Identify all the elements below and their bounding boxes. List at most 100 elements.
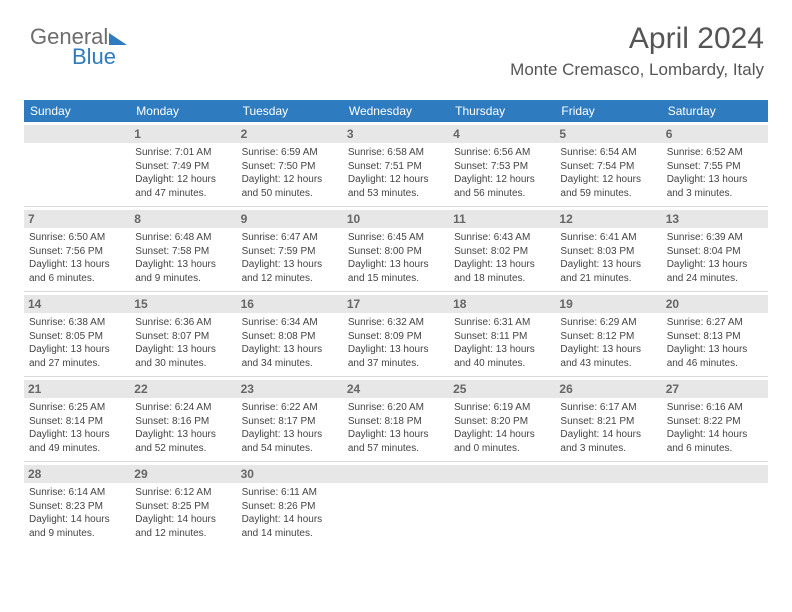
day-info: Sunrise: 6:41 AMSunset: 8:03 PMDaylight:… (560, 231, 656, 285)
day-number: 7 (24, 210, 130, 228)
day-number: 12 (555, 210, 661, 228)
weeks-container: 1 Sunrise: 7:01 AMSunset: 7:49 PMDaylight… (24, 122, 768, 546)
day-number: 27 (662, 380, 768, 398)
week-row: 21Sunrise: 6:25 AMSunset: 8:14 PMDayligh… (24, 376, 768, 461)
day-cell (343, 462, 449, 546)
weekday-header: Tuesday (237, 100, 343, 122)
day-cell: 17Sunrise: 6:32 AMSunset: 8:09 PMDayligh… (343, 292, 449, 376)
day-number: 20 (662, 295, 768, 313)
day-info: Sunrise: 6:58 AMSunset: 7:51 PMDaylight:… (348, 146, 444, 200)
day-number: 6 (662, 125, 768, 143)
day-info: Sunrise: 6:39 AMSunset: 8:04 PMDaylight:… (667, 231, 763, 285)
day-cell: 23Sunrise: 6:22 AMSunset: 8:17 PMDayligh… (237, 377, 343, 461)
day-number: 22 (130, 380, 236, 398)
day-cell: 3 Sunrise: 6:58 AMSunset: 7:51 PMDaylight… (343, 122, 449, 206)
day-number: 4 (449, 125, 555, 143)
day-cell: 22 Sunrise: 6:24 AMSunset: 8:16 PMDayligh… (130, 377, 236, 461)
day-info: Sunrise: 6:59 AMSunset: 7:50 PMDaylight:… (242, 146, 338, 200)
weekday-header: Sunday (24, 100, 130, 122)
day-info: Sunrise: 6:38 AMSunset: 8:05 PMDaylight:… (29, 316, 125, 370)
day-number: 8 (130, 210, 236, 228)
day-info: Sunrise: 6:29 AMSunset: 8:12 PMDaylight:… (560, 316, 656, 370)
day-number: 3 (343, 125, 449, 143)
logo: General Blue (30, 24, 127, 76)
day-cell: 16 Sunrise: 6:34 AMSunset: 8:08 PMDayligh… (237, 292, 343, 376)
day-info: Sunrise: 6:27 AMSunset: 8:13 PMDaylight:… (667, 316, 763, 370)
day-info: Sunrise: 6:19 AMSunset: 8:20 PMDaylight:… (454, 401, 550, 455)
day-number: 17 (343, 295, 449, 313)
day-cell: 1 Sunrise: 7:01 AMSunset: 7:49 PMDaylight… (130, 122, 236, 206)
day-cell (449, 462, 555, 546)
day-info: Sunrise: 6:16 AMSunset: 8:22 PMDaylight:… (667, 401, 763, 455)
page-title: April 2024 (510, 22, 764, 56)
day-info: Sunrise: 6:54 AMSunset: 7:54 PMDaylight:… (560, 146, 656, 200)
day-info: Sunrise: 6:31 AMSunset: 8:11 PMDaylight:… (454, 316, 550, 370)
day-cell: 27 Sunrise: 6:16 AMSunset: 8:22 PMDayligh… (662, 377, 768, 461)
day-cell: 24Sunrise: 6:20 AMSunset: 8:18 PMDayligh… (343, 377, 449, 461)
week-row: 1 Sunrise: 7:01 AMSunset: 7:49 PMDaylight… (24, 122, 768, 206)
day-info: Sunrise: 6:24 AMSunset: 8:16 PMDaylight:… (135, 401, 231, 455)
day-cell: 5 Sunrise: 6:54 AMSunset: 7:54 PMDaylight… (555, 122, 661, 206)
week-row: 28Sunrise: 6:14 AMSunset: 8:23 PMDayligh… (24, 461, 768, 546)
day-cell: 7 Sunrise: 6:50 AMSunset: 7:56 PMDaylight… (24, 207, 130, 291)
calendar: SundayMondayTuesdayWednesdayThursdayFrid… (24, 100, 768, 546)
day-info: Sunrise: 6:20 AMSunset: 8:18 PMDaylight:… (348, 401, 444, 455)
day-info: Sunrise: 6:22 AMSunset: 8:17 PMDaylight:… (242, 401, 338, 455)
day-cell: 6 Sunrise: 6:52 AMSunset: 7:55 PMDaylight… (662, 122, 768, 206)
day-cell: 13Sunrise: 6:39 AMSunset: 8:04 PMDayligh… (662, 207, 768, 291)
day-number: 10 (343, 210, 449, 228)
day-info: Sunrise: 6:50 AMSunset: 7:56 PMDaylight:… (29, 231, 125, 285)
day-info: Sunrise: 7:01 AMSunset: 7:49 PMDaylight:… (135, 146, 231, 200)
day-cell: 14Sunrise: 6:38 AMSunset: 8:05 PMDayligh… (24, 292, 130, 376)
day-number: 1 (130, 125, 236, 143)
day-cell (555, 462, 661, 546)
day-number: 19 (555, 295, 661, 313)
day-cell (662, 462, 768, 546)
day-number (555, 465, 661, 483)
page-header: April 2024 Monte Cremasco, Lombardy, Ita… (510, 22, 764, 80)
day-info: Sunrise: 6:45 AMSunset: 8:00 PMDaylight:… (348, 231, 444, 285)
day-cell: 15 Sunrise: 6:36 AMSunset: 8:07 PMDayligh… (130, 292, 236, 376)
day-info: Sunrise: 6:47 AMSunset: 7:59 PMDaylight:… (242, 231, 338, 285)
day-number: 11 (449, 210, 555, 228)
day-cell: 9Sunrise: 6:47 AMSunset: 7:59 PMDaylight… (237, 207, 343, 291)
day-cell: 8Sunrise: 6:48 AMSunset: 7:58 PMDaylight… (130, 207, 236, 291)
day-info: Sunrise: 6:11 AMSunset: 8:26 PMDaylight:… (242, 486, 338, 540)
day-info: Sunrise: 6:12 AMSunset: 8:25 PMDaylight:… (135, 486, 231, 540)
day-number: 5 (555, 125, 661, 143)
day-cell: 2Sunrise: 6:59 AMSunset: 7:50 PMDaylight… (237, 122, 343, 206)
day-info: Sunrise: 6:52 AMSunset: 7:55 PMDaylight:… (667, 146, 763, 200)
day-cell: 10 Sunrise: 6:45 AMSunset: 8:00 PMDayligh… (343, 207, 449, 291)
weekday-header: Monday (130, 100, 236, 122)
weekday-header: Thursday (449, 100, 555, 122)
day-cell: 4 Sunrise: 6:56 AMSunset: 7:53 PMDaylight… (449, 122, 555, 206)
day-info: Sunrise: 6:36 AMSunset: 8:07 PMDaylight:… (135, 316, 231, 370)
day-number: 29 (130, 465, 236, 483)
day-cell: 30 Sunrise: 6:11 AMSunset: 8:26 PMDayligh… (237, 462, 343, 546)
week-row: 14Sunrise: 6:38 AMSunset: 8:05 PMDayligh… (24, 291, 768, 376)
day-cell: 29 Sunrise: 6:12 AMSunset: 8:25 PMDayligh… (130, 462, 236, 546)
location-subtitle: Monte Cremasco, Lombardy, Italy (510, 60, 764, 80)
day-cell: 20 Sunrise: 6:27 AMSunset: 8:13 PMDayligh… (662, 292, 768, 376)
day-number: 15 (130, 295, 236, 313)
day-number: 28 (24, 465, 130, 483)
day-cell: 18Sunrise: 6:31 AMSunset: 8:11 PMDayligh… (449, 292, 555, 376)
day-cell (24, 122, 130, 206)
week-row: 7 Sunrise: 6:50 AMSunset: 7:56 PMDaylight… (24, 206, 768, 291)
logo-part2: Blue (72, 44, 169, 70)
day-cell: 26Sunrise: 6:17 AMSunset: 8:21 PMDayligh… (555, 377, 661, 461)
day-cell: 11 Sunrise: 6:43 AMSunset: 8:02 PMDayligh… (449, 207, 555, 291)
day-info: Sunrise: 6:43 AMSunset: 8:02 PMDaylight:… (454, 231, 550, 285)
day-number: 30 (237, 465, 343, 483)
weekday-header: Friday (555, 100, 661, 122)
day-number: 16 (237, 295, 343, 313)
day-info: Sunrise: 6:34 AMSunset: 8:08 PMDaylight:… (242, 316, 338, 370)
day-cell: 28Sunrise: 6:14 AMSunset: 8:23 PMDayligh… (24, 462, 130, 546)
day-info: Sunrise: 6:56 AMSunset: 7:53 PMDaylight:… (454, 146, 550, 200)
day-number: 21 (24, 380, 130, 398)
day-number (343, 465, 449, 483)
weekday-header-row: SundayMondayTuesdayWednesdayThursdayFrid… (24, 100, 768, 122)
weekday-header: Wednesday (343, 100, 449, 122)
day-cell: 19 Sunrise: 6:29 AMSunset: 8:12 PMDayligh… (555, 292, 661, 376)
weekday-header: Saturday (662, 100, 768, 122)
